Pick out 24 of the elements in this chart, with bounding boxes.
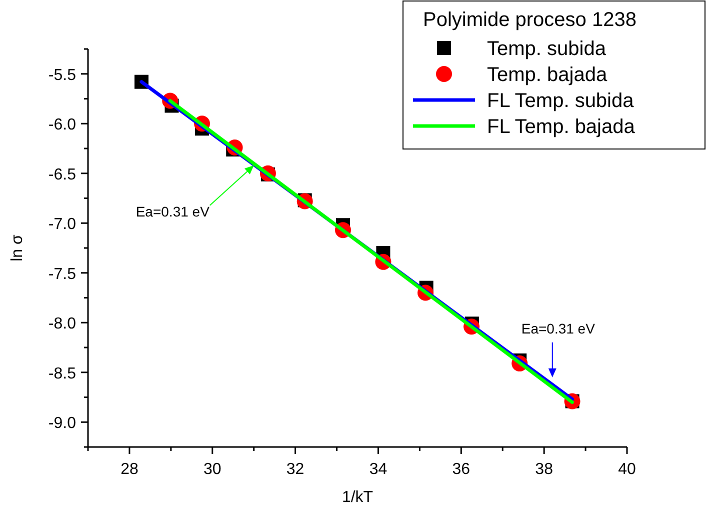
- x-tick-label: 28: [120, 461, 138, 478]
- annotation: Ea=0.31 eV: [136, 203, 210, 220]
- x-tick-label: 40: [618, 461, 636, 478]
- x-tick-label: 30: [203, 461, 222, 478]
- y-tick-label: -8.5: [48, 365, 76, 382]
- legend-label: Temp. bajada: [487, 64, 608, 86]
- x-axis-title: 1/kT: [342, 489, 374, 506]
- x-tick-label: 32: [286, 461, 304, 478]
- y-tick-label: -9.0: [48, 415, 76, 432]
- y-tick-label: -5.5: [48, 66, 76, 84]
- y-tick-label: -8.0: [48, 316, 76, 333]
- x-tick-label: 36: [452, 461, 470, 478]
- x-tick-label: 34: [369, 461, 388, 478]
- y-tick-label: -6.5: [48, 166, 76, 184]
- y-axis-title: ln σ: [9, 234, 26, 262]
- legend-label: FL Temp. bajada: [487, 116, 636, 138]
- y-tick-label: -7.5: [48, 266, 76, 283]
- x-tick-label: 38: [535, 461, 554, 478]
- legend-label: FL Temp. subida: [487, 90, 635, 112]
- legend-label: Temp. subida: [487, 38, 607, 60]
- y-tick-label: -6.0: [48, 116, 76, 134]
- annotation: Ea=0.31 eV: [521, 320, 596, 336]
- y-tick-label: -7.0: [48, 216, 76, 234]
- legend-title: Polyimide proceso 1238: [423, 9, 636, 31]
